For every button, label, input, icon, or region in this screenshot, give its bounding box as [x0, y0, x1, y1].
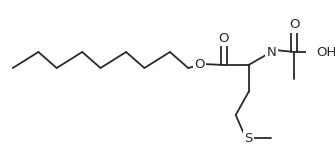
Text: N: N: [267, 45, 276, 59]
Text: O: O: [289, 18, 299, 31]
Text: S: S: [244, 131, 253, 145]
Text: OH: OH: [316, 45, 335, 59]
Text: O: O: [219, 31, 229, 45]
Text: O: O: [194, 59, 204, 72]
